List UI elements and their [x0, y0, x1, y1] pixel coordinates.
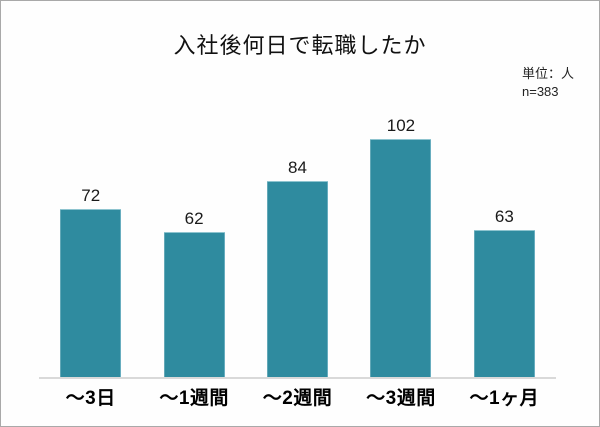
x-axis-label: ～2週間: [262, 388, 333, 409]
chart-title: 入社後何日で転職したか: [173, 33, 427, 58]
bar: [60, 209, 122, 378]
bar: [163, 232, 225, 378]
bar-group: 72: [39, 121, 142, 378]
x-axis-labels: ～3日 ～1週間 ～2週間 ～3週間 ～1ヶ月: [39, 383, 556, 410]
bar-group: 63: [453, 121, 556, 378]
x-axis-label: ～1ヶ月: [469, 388, 540, 409]
bar-group: 84: [246, 121, 349, 378]
x-axis-label: ～1週間: [159, 388, 229, 409]
plot-area: 72 62 84 102 63: [39, 116, 556, 378]
bar-value-label: 72: [81, 186, 101, 205]
chart-meta: 単位：人 n=383: [522, 65, 574, 101]
bar: [370, 139, 432, 378]
x-axis-line: [39, 377, 556, 379]
sample-size-label: n=383: [522, 84, 559, 99]
bar-value-label: 84: [288, 158, 307, 177]
bar-group: 102: [349, 116, 452, 378]
bar-group: 62: [142, 121, 245, 378]
bar-value-label: 62: [184, 209, 204, 228]
x-axis-label: ～3日: [65, 388, 116, 409]
bar-series: 72 62 84 102 63: [39, 116, 556, 378]
bar-value-label: 102: [386, 116, 416, 135]
bar-value-label: 63: [494, 207, 514, 226]
x-axis-label: ～3週間: [366, 388, 436, 409]
bar: [473, 230, 535, 378]
unit-label: 単位：人: [522, 66, 575, 81]
bar: [267, 181, 329, 378]
